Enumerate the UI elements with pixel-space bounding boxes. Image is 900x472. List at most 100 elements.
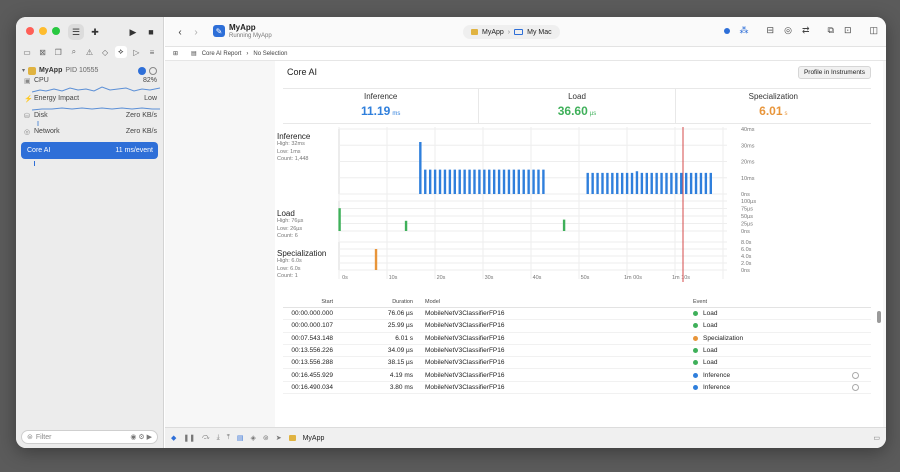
chart-bar[interactable] <box>601 172 604 194</box>
chart-bar[interactable] <box>448 169 452 194</box>
find-icon[interactable]: ⌕ <box>71 47 77 56</box>
process-header[interactable]: ▾ MyApp PID 10555 <box>22 65 157 76</box>
minimize-window-button[interactable] <box>39 27 47 35</box>
detail-icon[interactable] <box>852 371 859 379</box>
timeline-chart[interactable]: 40ms30ms20ms10ms0ns100µs75µs50µs25µs0ns8… <box>275 127 883 297</box>
breadcrumb-report[interactable]: Core AI Report <box>201 50 242 57</box>
chart-bar[interactable] <box>704 172 708 194</box>
table-row[interactable]: 00:13.556.226 34.09 µs MobileNetV3Classifi… <box>283 345 871 358</box>
disclosure-chevron-icon[interactable]: ▾ <box>22 68 26 74</box>
chart-bar[interactable] <box>684 172 688 194</box>
test-icon[interactable]: ◇ <box>102 47 109 57</box>
gauge-core-ai[interactable]: Core AI 11 ms/event <box>21 142 158 159</box>
back-button[interactable]: ‹ <box>178 26 182 38</box>
chart-bar[interactable] <box>645 172 648 194</box>
gauge-cpu[interactable]: ▣ CPU 82% <box>22 77 161 95</box>
add-button[interactable]: ✚ <box>91 26 99 37</box>
chart-bar[interactable] <box>478 169 481 194</box>
grid-icon[interactable]: ⊞ <box>173 51 179 57</box>
chart-bar[interactable] <box>665 172 668 194</box>
close-window-button[interactable] <box>26 27 34 35</box>
chart-bar[interactable] <box>419 142 422 194</box>
hide-debug-area-icon[interactable]: ▭ <box>873 435 880 442</box>
swap-icon[interactable]: ⇄ <box>801 25 810 35</box>
chart-bar[interactable] <box>562 219 566 231</box>
chart-bar[interactable] <box>660 172 663 194</box>
table-row[interactable]: 00:16.455.929 4.19 ms MobileNetV3Classifie… <box>283 369 871 382</box>
chart-bar[interactable] <box>542 169 545 194</box>
canvas-icon[interactable]: ⧉ <box>827 25 834 35</box>
filter-options-icon[interactable]: ◉ ⚙ ▶ <box>130 434 152 441</box>
chart-bar[interactable] <box>586 172 589 194</box>
chart-bar[interactable] <box>591 172 594 194</box>
issue-icon[interactable]: ⚠ <box>85 47 94 57</box>
chart-bar[interactable] <box>463 169 466 194</box>
simulate-location-icon[interactable]: ➤ <box>275 435 282 442</box>
table-row[interactable]: 00:13.556.288 38.15 µs MobileNetV3Classifi… <box>283 357 871 370</box>
chart-bar[interactable] <box>680 172 683 194</box>
gauge-disk[interactable]: ⛁ Disk Zero KB/s <box>22 112 157 130</box>
table-scrollbar[interactable] <box>877 311 881 323</box>
chart-bar[interactable] <box>453 169 456 194</box>
chart-bar[interactable] <box>428 169 432 194</box>
memory-graph-icon[interactable]: ◈ <box>250 435 256 442</box>
environment-icon[interactable]: ⊚ <box>262 435 269 442</box>
inspector-layout-icon[interactable]: ⊡ <box>843 25 852 35</box>
table-row[interactable]: 00:16.490.034 3.80 ms MobileNetV3Classifie… <box>283 382 871 395</box>
scheme-destination-picker[interactable]: MyApp › My Mac <box>463 25 560 39</box>
zoom-window-button[interactable] <box>52 27 60 35</box>
chart-bar[interactable] <box>611 172 614 194</box>
forward-button[interactable]: › <box>194 26 198 38</box>
chart-bar[interactable] <box>630 172 634 194</box>
chart-bar[interactable] <box>650 172 653 194</box>
stop-button[interactable]: ■ <box>144 24 158 40</box>
breakpoint-icon[interactable]: ▷ <box>133 47 140 57</box>
col-start-header[interactable]: Start <box>321 299 333 305</box>
table-row[interactable]: 00:07.543.148 6.01 s MobileNetV3Classifier… <box>283 333 871 345</box>
col-model-header[interactable]: Model <box>425 299 440 305</box>
chart-bar[interactable] <box>620 172 624 194</box>
chart-bar[interactable] <box>675 172 678 194</box>
filter-field[interactable]: ⊜ Filter ◉ ⚙ ▶ <box>21 430 158 444</box>
chart-bar[interactable] <box>606 172 609 194</box>
chart-bar[interactable] <box>694 172 698 194</box>
chart-bar[interactable] <box>458 169 461 194</box>
chart-bar[interactable] <box>537 169 540 194</box>
chart-bar[interactable] <box>655 172 658 194</box>
chart-bar[interactable] <box>492 169 496 194</box>
chart-bar[interactable] <box>640 172 644 194</box>
chart-bar[interactable] <box>338 208 341 231</box>
chart-bar[interactable] <box>596 172 599 194</box>
library-icon[interactable]: ⊟ <box>766 25 775 35</box>
chart-bar[interactable] <box>507 169 511 194</box>
chart-bar[interactable] <box>443 169 447 194</box>
table-row[interactable]: 00:00.000.000 76.06 µs MobileNetV3Classifi… <box>283 308 871 321</box>
chart-bar[interactable] <box>616 172 619 194</box>
profile-in-instruments-button[interactable]: Profile in Instruments <box>797 65 871 79</box>
settings-badge-icon[interactable] <box>149 66 157 75</box>
chart-bar[interactable] <box>473 169 476 194</box>
breakpoints-toggle-icon[interactable]: ◆ <box>171 435 177 442</box>
chart-bar[interactable] <box>497 169 501 194</box>
debug-navigator-icon[interactable]: ⟡ <box>114 46 127 58</box>
info-badge-icon[interactable] <box>138 66 146 75</box>
step-over-icon[interactable]: ⤼ <box>202 434 210 441</box>
detail-icon[interactable] <box>852 383 859 391</box>
debug-graph-icon[interactable]: ⁂ <box>739 25 749 35</box>
step-out-icon[interactable]: ⤒ <box>226 434 230 441</box>
chart-bar[interactable] <box>689 172 693 194</box>
chart-bar[interactable] <box>522 169 525 194</box>
run-button[interactable]: ▶ <box>126 24 140 40</box>
toggle-inspector-icon[interactable]: ◫ <box>869 25 878 35</box>
chart-bar[interactable] <box>404 220 408 231</box>
chart-bar[interactable] <box>438 169 442 194</box>
gauge-network[interactable]: ◎ Network Zero KB/s <box>22 128 157 136</box>
chart-bar[interactable] <box>502 169 506 194</box>
chart-bar[interactable] <box>635 171 639 194</box>
chart-bar[interactable] <box>625 172 629 194</box>
step-into-icon[interactable]: ⤓ <box>216 434 220 441</box>
scheme-name[interactable]: MyApp <box>482 28 504 36</box>
chart-bar[interactable] <box>527 169 530 194</box>
bookmark-icon[interactable]: ❐ <box>54 47 62 57</box>
breadcrumb-selection[interactable]: No Selection <box>253 50 288 57</box>
